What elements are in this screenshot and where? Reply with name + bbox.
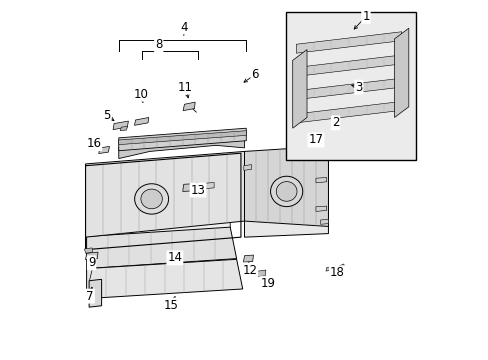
Polygon shape <box>296 78 401 100</box>
Polygon shape <box>119 134 244 158</box>
Ellipse shape <box>270 176 302 207</box>
Polygon shape <box>183 102 195 111</box>
Polygon shape <box>325 266 333 271</box>
Polygon shape <box>315 177 326 183</box>
Polygon shape <box>201 183 214 189</box>
Polygon shape <box>296 32 401 53</box>
Polygon shape <box>337 264 344 270</box>
Text: 4: 4 <box>180 21 187 33</box>
Polygon shape <box>84 248 93 253</box>
Polygon shape <box>86 259 242 298</box>
Text: 19: 19 <box>260 277 275 290</box>
Text: 7: 7 <box>86 289 94 303</box>
Polygon shape <box>296 102 401 123</box>
Polygon shape <box>99 147 109 154</box>
Polygon shape <box>244 147 328 237</box>
Polygon shape <box>320 219 328 224</box>
Polygon shape <box>243 255 253 262</box>
Polygon shape <box>85 152 244 237</box>
Ellipse shape <box>134 184 168 214</box>
Polygon shape <box>86 227 236 269</box>
Text: 6: 6 <box>251 68 259 81</box>
Text: 2: 2 <box>331 116 339 129</box>
Polygon shape <box>244 165 251 170</box>
Text: 14: 14 <box>167 251 182 264</box>
Text: 8: 8 <box>155 39 162 51</box>
Polygon shape <box>292 50 306 128</box>
Text: 9: 9 <box>88 256 95 269</box>
Polygon shape <box>183 184 196 192</box>
Bar <box>285 12 415 160</box>
Polygon shape <box>296 55 401 76</box>
Polygon shape <box>85 252 98 260</box>
Text: 1: 1 <box>362 10 369 23</box>
Polygon shape <box>87 156 230 246</box>
Polygon shape <box>315 206 326 211</box>
Polygon shape <box>119 131 246 145</box>
Polygon shape <box>119 128 246 151</box>
Text: 12: 12 <box>242 264 257 276</box>
Text: 3: 3 <box>354 81 362 94</box>
Text: 13: 13 <box>190 184 205 197</box>
Text: 18: 18 <box>329 266 344 279</box>
Polygon shape <box>257 270 265 277</box>
Polygon shape <box>113 121 128 130</box>
Text: 16: 16 <box>86 137 101 150</box>
Ellipse shape <box>276 181 296 201</box>
Polygon shape <box>120 126 127 131</box>
Polygon shape <box>134 117 148 125</box>
Text: 5: 5 <box>103 109 110 122</box>
Text: 10: 10 <box>133 88 148 101</box>
Text: 17: 17 <box>308 134 323 147</box>
Text: 15: 15 <box>163 298 178 311</box>
Text: 11: 11 <box>178 81 193 94</box>
Ellipse shape <box>141 189 162 209</box>
Polygon shape <box>394 28 408 117</box>
Polygon shape <box>244 146 328 226</box>
Polygon shape <box>89 279 102 307</box>
